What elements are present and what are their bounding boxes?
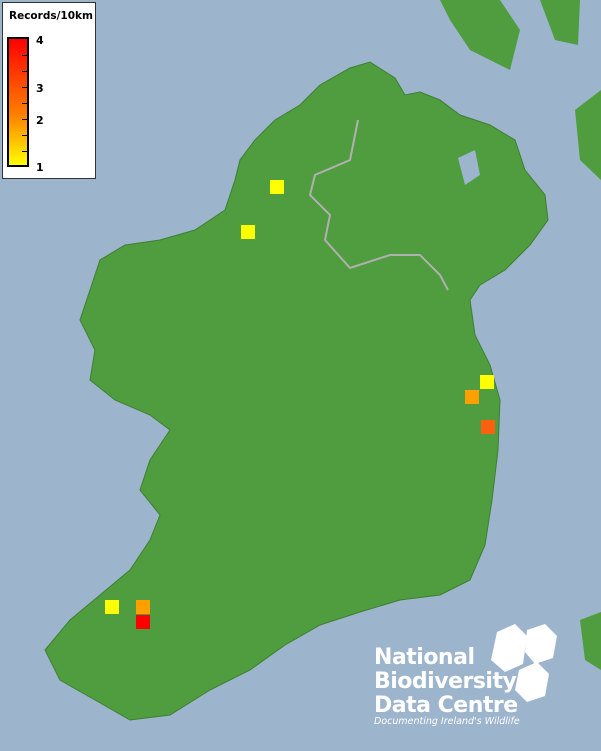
legend-title: Records/10km — [9, 10, 93, 22]
record-square[interactable] — [465, 390, 479, 404]
logo-line: Biodiversity — [374, 669, 517, 694]
ramp-tick — [22, 151, 27, 152]
record-square[interactable] — [105, 600, 119, 614]
legend-label: 4 — [36, 34, 44, 47]
ramp-tick — [22, 135, 27, 136]
wales-landmass — [580, 612, 601, 670]
nbdc-logo: National Biodiversity Data Centre Docume… — [372, 620, 562, 730]
record-square[interactable] — [480, 375, 494, 389]
legend-label: 1 — [36, 161, 44, 174]
ramp-tick — [22, 103, 27, 104]
legend-label: 3 — [36, 82, 44, 95]
logo-tagline: Documenting Ireland's Wildlife — [374, 716, 520, 727]
legend-label: 2 — [36, 114, 44, 127]
ramp-tick — [22, 71, 27, 72]
record-square[interactable] — [241, 225, 255, 239]
ramp-tick — [22, 55, 27, 56]
record-square[interactable] — [136, 615, 150, 629]
legend: Records/10km 4 3 2 1 — [2, 2, 96, 179]
scotland-landmass — [440, 0, 601, 180]
color-ramp — [7, 37, 29, 167]
logo-line: Data Centre — [374, 693, 518, 718]
lough-neagh — [458, 150, 480, 185]
border-line — [308, 119, 449, 291]
logo-hexagons-icon — [491, 624, 557, 702]
record-square[interactable] — [136, 600, 150, 614]
ramp-tick — [22, 119, 27, 120]
ireland-landmass — [44, 61, 549, 721]
logo-line: National — [374, 645, 475, 670]
record-square[interactable] — [270, 180, 284, 194]
ramp-tick — [22, 87, 27, 88]
record-square[interactable] — [481, 420, 495, 434]
